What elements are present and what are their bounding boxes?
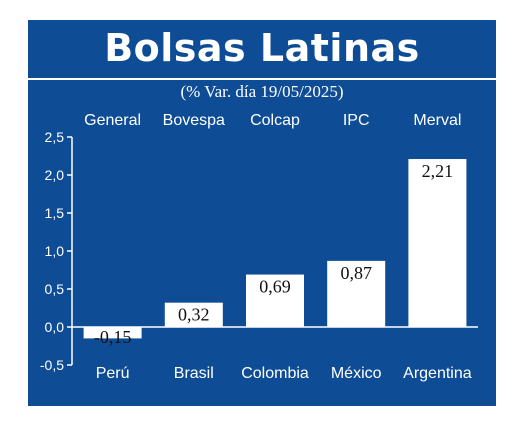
index-name-label: Colcap	[250, 112, 300, 129]
y-tick-label: 1,5	[45, 205, 65, 221]
y-tick-label: -0,5	[40, 357, 64, 373]
y-tick-label: 2,5	[45, 129, 65, 145]
bar	[408, 159, 467, 327]
x-category-label: Perú	[96, 365, 130, 382]
x-category-label: Argentina	[403, 365, 472, 382]
y-tick-label: 0,5	[45, 281, 65, 297]
bar-value-label: 2,21	[422, 161, 454, 181]
y-tick-label: 2,0	[45, 167, 65, 183]
bar-value-label: 0,87	[340, 263, 372, 283]
x-category-label: México	[331, 365, 382, 382]
bar	[164, 302, 223, 327]
index-name-label: Bovespa	[163, 112, 225, 129]
x-category-label: Brasil	[174, 365, 214, 382]
index-name-label: General	[84, 112, 141, 129]
title-divider	[28, 78, 496, 80]
x-category-label: Colombia	[241, 365, 309, 382]
bar	[327, 260, 386, 327]
bar-value-label: -0,15	[94, 327, 132, 347]
bar	[83, 327, 142, 339]
bar-value-label: 0,69	[259, 277, 291, 297]
chart-subtitle: (% Var. día 19/05/2025)	[180, 82, 344, 101]
index-name-label: IPC	[343, 112, 370, 129]
chart-panel: Bolsas Latinas (% Var. día 19/05/2025) 2…	[28, 20, 496, 406]
bar-chart: 2,5 2,0 1,5 1,0 0,5 0,0 -0,5 -0,15 General Perú 0,…	[40, 112, 478, 382]
chart-title: Bolsas Latinas	[104, 26, 420, 70]
y-tick-label: 1,0	[45, 243, 65, 259]
y-tick-label: 0,0	[45, 319, 65, 335]
bar-value-label: 0,32	[178, 305, 210, 325]
index-name-label: Merval	[413, 112, 461, 129]
bar	[246, 274, 304, 327]
